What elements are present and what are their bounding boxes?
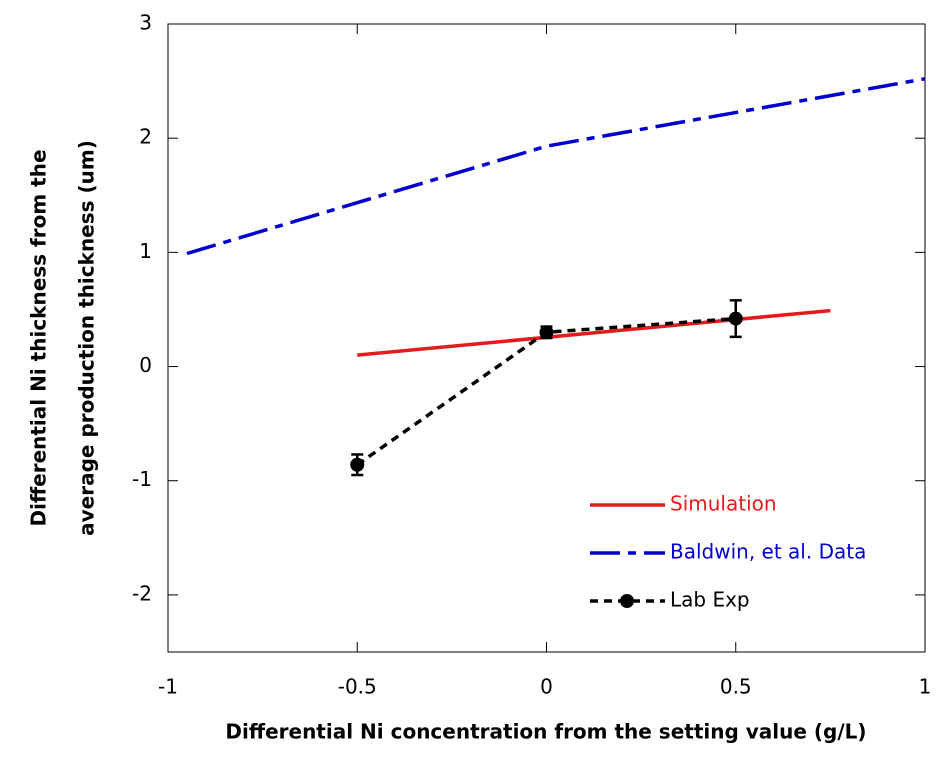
legend-label: Lab Exp xyxy=(670,588,750,612)
y-axis-label: average production thickness (um) xyxy=(75,140,99,536)
x-axis-label: Differential Ni concentration from the s… xyxy=(225,720,866,744)
series-line xyxy=(356,316,736,467)
legend-label: Simulation xyxy=(670,492,777,516)
legend-marker xyxy=(620,594,634,608)
y-tick-label: -2 xyxy=(132,581,152,605)
data-point xyxy=(350,457,365,472)
x-tick-label: 1 xyxy=(919,675,932,699)
series-line xyxy=(357,308,831,357)
x-tick-label: -0.5 xyxy=(338,675,377,699)
legend-label: Baldwin, et al. Data xyxy=(670,540,866,564)
y-tick-label: 2 xyxy=(139,125,152,149)
data-point xyxy=(728,311,743,326)
y-tick-label: 0 xyxy=(139,353,152,377)
x-tick-label: -1 xyxy=(158,675,178,699)
x-tick-label: 0.5 xyxy=(720,675,752,699)
y-tick-label: -1 xyxy=(132,467,152,491)
y-axis-label: Differential Ni thickness from the xyxy=(27,149,51,526)
data-point xyxy=(539,325,554,340)
x-tick-label: 0 xyxy=(540,675,553,699)
y-tick-label: 1 xyxy=(139,239,152,263)
y-tick-label: 3 xyxy=(139,11,152,35)
series-line xyxy=(186,77,926,256)
